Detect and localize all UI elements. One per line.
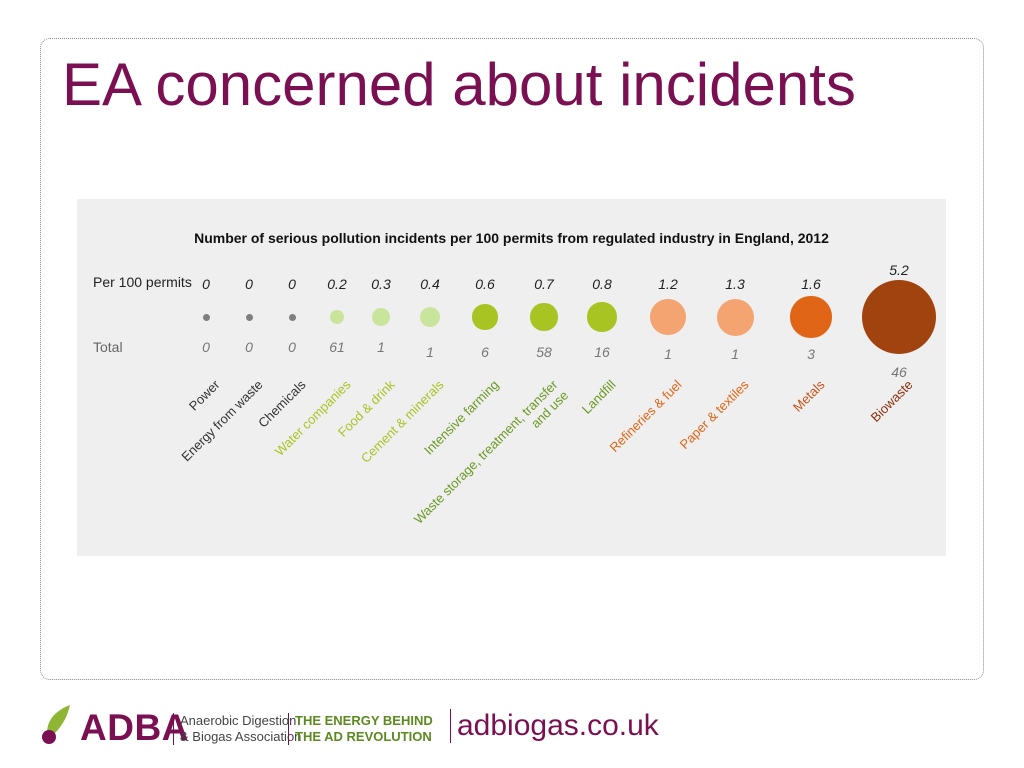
category-label: Refineries & fuel <box>607 377 685 455</box>
rate-label: 0 <box>245 276 253 292</box>
category-label-line: Biowaste <box>867 377 916 425</box>
category-label: Energy from waste <box>178 377 265 464</box>
category-label-line: Refineries & fuel <box>606 377 685 456</box>
category-label-line: Paper & textiles <box>676 377 752 452</box>
category-label: Biowaste <box>868 377 916 425</box>
rate-label: 0.8 <box>592 276 612 292</box>
rate-label: 0.3 <box>371 276 391 292</box>
chart-title: Number of serious pollution incidents pe… <box>194 230 829 246</box>
leaf-logo-icon <box>42 705 70 744</box>
total-label: 61 <box>329 339 345 355</box>
bubble-mark <box>372 308 390 326</box>
bubble-mark <box>202 313 210 321</box>
category-label: Metals <box>790 377 828 415</box>
rate-label: 0.7 <box>534 276 554 292</box>
tagline-line: THE AD REVOLUTION <box>295 729 432 744</box>
bubble-mark <box>472 304 498 330</box>
rate-label: 5.2 <box>889 262 909 278</box>
total-label: 1 <box>426 344 434 360</box>
website-link[interactable]: adbiogas.co.uk <box>450 709 659 743</box>
tagline-line: THE ENERGY BEHIND <box>295 713 433 728</box>
bubble-mark <box>419 306 441 328</box>
brand-name: ADBA <box>80 707 189 748</box>
total-label: 3 <box>807 346 815 362</box>
footer: ADBA Anaerobic Digestion & Biogas Associ… <box>40 703 740 753</box>
bubble-mark <box>530 303 558 331</box>
bubble-mark <box>650 299 686 335</box>
total-label: 1 <box>664 346 672 362</box>
total-label: 6 <box>481 344 489 360</box>
rate-label: 0 <box>202 276 210 292</box>
total-label: 58 <box>536 344 552 360</box>
slide-title: EA concerned about incidents <box>62 51 856 118</box>
bubble-mark <box>790 296 832 338</box>
rate-label: 0.2 <box>327 276 347 292</box>
category-label: Waste storage, treatment, transfer and us… <box>411 377 571 537</box>
total-label: 0 <box>202 339 210 355</box>
total-label: 0 <box>288 339 296 355</box>
category-label: Landfill <box>579 377 619 417</box>
total-label: 1 <box>377 339 385 355</box>
category-label-line: Landfill <box>578 377 619 417</box>
chart-panel: Number of serious pollution incidents pe… <box>77 199 946 556</box>
rate-label: 1.3 <box>725 276 745 292</box>
rate-label: 0.6 <box>475 276 495 292</box>
row-label-total: Total <box>93 339 123 355</box>
rate-label: 1.6 <box>801 276 821 292</box>
bubble-mark <box>245 313 253 321</box>
category-label-line: Energy from waste <box>178 377 266 465</box>
association-line: Anaerobic Digestion <box>180 713 297 728</box>
tagline: THE ENERGY BEHIND THE AD REVOLUTION <box>288 713 433 745</box>
category-label-line: Metals <box>789 377 828 415</box>
category-label: Paper & textiles <box>677 377 752 452</box>
category-label-line: and use <box>527 387 572 431</box>
rate-label: 1.2 <box>658 276 678 292</box>
bubble-mark <box>587 302 617 332</box>
total-label: 46 <box>891 364 907 380</box>
association-name: Anaerobic Digestion & Biogas Association <box>173 713 301 745</box>
rate-label: 0.4 <box>420 276 440 292</box>
total-label: 16 <box>594 344 610 360</box>
rate-label: 0 <box>288 276 296 292</box>
bubble-mark <box>288 313 296 321</box>
association-line: & Biogas Association <box>180 729 302 744</box>
category-label: Power <box>186 377 223 414</box>
category-label-line: Power <box>185 377 223 414</box>
bubble-mark <box>329 309 345 325</box>
total-label: 0 <box>245 339 253 355</box>
bubble-mark <box>862 280 936 354</box>
bubble-mark <box>716 298 754 336</box>
total-label: 1 <box>731 346 739 362</box>
row-label-rate: Per 100 permits <box>93 274 192 290</box>
slide-frame <box>40 38 984 680</box>
